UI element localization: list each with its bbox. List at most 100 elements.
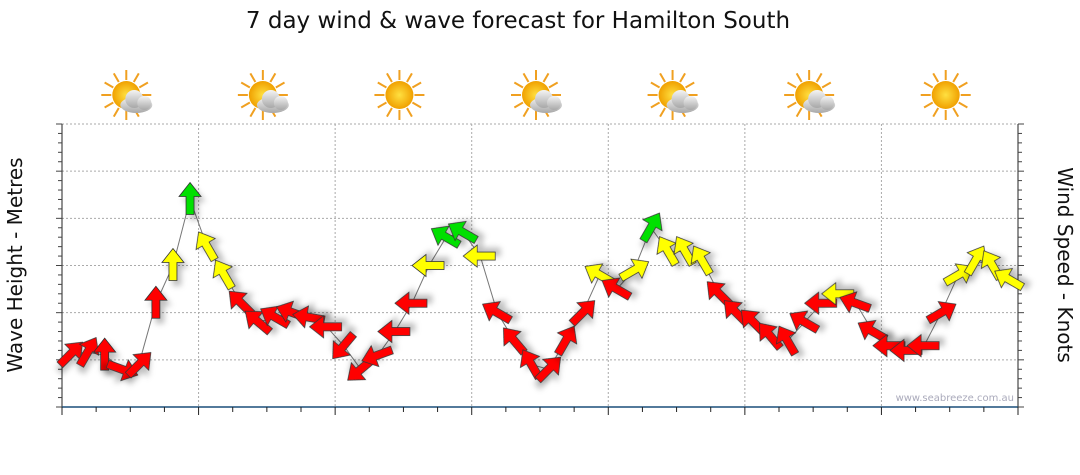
sun-ray (275, 81, 286, 89)
wind-arrow (92, 337, 117, 371)
sun-ray (112, 107, 120, 118)
sun-ray (650, 81, 661, 89)
sun-ray (821, 81, 832, 89)
sun-ray (952, 72, 960, 83)
wind-arrow (804, 291, 838, 316)
wind-arrow (789, 310, 821, 334)
sun-ray (542, 72, 550, 83)
wind-arrow (195, 231, 219, 263)
wind-arrow (639, 212, 663, 244)
sun-ray (132, 72, 140, 83)
wind-arrow (656, 236, 680, 267)
sun-cloud-icon (511, 70, 562, 120)
wind-arrow (872, 333, 906, 358)
sun-ray (513, 101, 524, 109)
sun-ray (659, 72, 666, 83)
sun-cloud-icon (237, 70, 289, 120)
sun-ray (786, 101, 797, 109)
wind-arrow (482, 301, 513, 325)
wind-arrow (430, 225, 462, 249)
wind-arrow (994, 268, 1026, 292)
wind-arrow (534, 356, 562, 384)
sun-cloud-icon (784, 70, 836, 120)
wind-arrow (673, 236, 697, 267)
sun-cloud-icon (101, 70, 153, 120)
sun-ray (138, 81, 149, 89)
wind-arrow (178, 181, 202, 215)
wind-line (70, 197, 1010, 370)
cloud-part (137, 96, 152, 110)
sun-ray (513, 81, 524, 89)
wind-arrow (411, 253, 445, 278)
wind-arrow (332, 331, 357, 360)
wind-arrow (308, 314, 343, 339)
wind-arrow (462, 244, 496, 268)
sun-ray (659, 107, 666, 118)
sun-ray (104, 101, 114, 109)
wind-arrow (361, 344, 394, 368)
wind-arrow (447, 220, 479, 244)
wind-arrow (161, 247, 185, 281)
sun-ray (923, 81, 934, 89)
sun-ray (269, 72, 277, 83)
sun-ray (249, 72, 257, 83)
sun-ray (548, 81, 559, 89)
sun-ray (104, 81, 114, 89)
cloud-shape (530, 90, 562, 113)
sun-ray (650, 101, 661, 109)
cloud-shape (666, 90, 699, 113)
wind-arrow (925, 301, 957, 325)
cloud-shape (803, 90, 836, 113)
wind-arrow (906, 333, 940, 358)
sun-ray (377, 101, 387, 109)
sun-ray (522, 107, 530, 118)
wind-arrow (618, 258, 650, 282)
sun-ray (815, 72, 823, 83)
sun-ray (411, 101, 422, 109)
sun-disc (931, 81, 960, 109)
wind-arrow (554, 325, 578, 357)
y2-axis-label: Wind Speed - Knots (1053, 167, 1077, 363)
sun-cloud-icon (647, 70, 699, 120)
wind-arrow (394, 291, 428, 316)
sun-ray (952, 107, 960, 118)
watermark: www.seabreeze.com.au (896, 393, 1014, 404)
cloud-shape (120, 90, 153, 113)
sun-ray (112, 72, 120, 83)
sun-ray (786, 81, 797, 89)
wind-arrow (889, 338, 923, 363)
sun-ray (932, 72, 940, 83)
sun-ray (240, 81, 251, 89)
wind-arrow (839, 291, 872, 314)
wind-arrow (601, 277, 633, 301)
sun-ray (958, 101, 968, 109)
sun-ray (240, 101, 251, 109)
y-axis-label: Wave Height - Metres (3, 157, 27, 372)
sun-ray (386, 72, 393, 83)
sun-disc (385, 81, 414, 109)
wind-arrow (377, 319, 411, 344)
cloud-part (273, 96, 288, 110)
wind-arrow (144, 285, 168, 319)
wind-arrow (76, 337, 100, 368)
sun-ray (377, 81, 387, 89)
sun-ray (795, 107, 803, 118)
sun-icon (374, 70, 425, 120)
wind-arrow (124, 352, 152, 379)
chart-title: 7 day wind & wave forecast for Hamilton … (246, 8, 790, 34)
sun-icon (920, 70, 971, 120)
cloud-part (547, 96, 561, 110)
wind-arrow (568, 300, 596, 327)
sun-ray (386, 107, 393, 118)
cloud-shape (256, 90, 289, 113)
wind-arrow (775, 325, 800, 357)
sun-ray (685, 81, 695, 89)
sun-ray (958, 81, 968, 89)
sun-ray (406, 72, 413, 83)
sun-ray (411, 81, 422, 89)
cloud-part (820, 96, 835, 110)
wind-arrow (212, 259, 236, 291)
sun-ray (795, 72, 803, 83)
